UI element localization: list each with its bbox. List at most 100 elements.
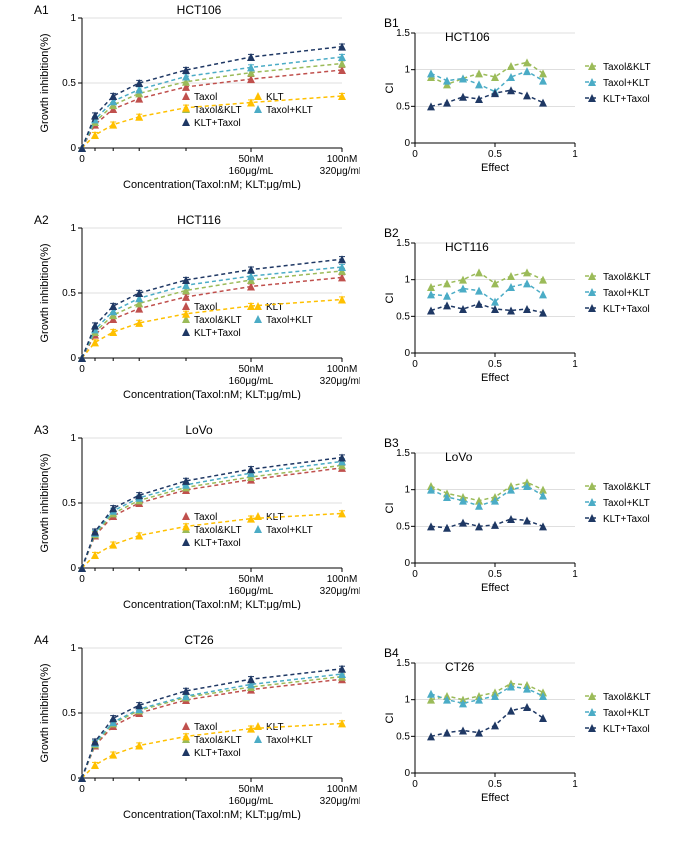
svg-text:KLT+Taxol: KLT+Taxol <box>194 328 241 339</box>
panel-a-A4: 00.51050nM160μg/mL100nM320μg/mLConcentra… <box>30 630 360 820</box>
svg-text:0.5: 0.5 <box>396 731 410 742</box>
svg-text:0: 0 <box>79 154 85 165</box>
svg-text:LoVo: LoVo <box>185 423 213 437</box>
svg-text:0: 0 <box>412 359 418 370</box>
svg-text:Effect: Effect <box>481 162 509 174</box>
svg-text:0: 0 <box>79 784 85 795</box>
svg-text:CI: CI <box>384 293 396 304</box>
panel-b-B4: 00.511.500.51EffectCICT26Taxol&KLTTaxol+… <box>380 645 660 805</box>
svg-text:HCT106: HCT106 <box>445 30 490 44</box>
svg-text:CT26: CT26 <box>184 633 214 647</box>
svg-text:100nM: 100nM <box>327 574 358 585</box>
svg-text:Taxol+KLT: Taxol+KLT <box>603 708 650 719</box>
svg-text:0: 0 <box>404 558 410 569</box>
svg-text:1: 1 <box>572 149 578 160</box>
svg-text:Growth inhibition(%): Growth inhibition(%) <box>39 453 51 552</box>
svg-text:Effect: Effect <box>481 372 509 384</box>
svg-text:1: 1 <box>572 359 578 370</box>
svg-text:Taxol: Taxol <box>194 722 217 733</box>
svg-text:Concentration(Taxol:nM; KLT:μg: Concentration(Taxol:nM; KLT:μg/mL) <box>123 809 301 820</box>
panel-a-A1: 00.51050nM160μg/mL100nM320μg/mLConcentra… <box>30 0 360 190</box>
svg-text:KLT+Taxol: KLT+Taxol <box>603 724 650 735</box>
svg-text:1: 1 <box>404 275 410 286</box>
svg-text:Taxol+KLT: Taxol+KLT <box>603 498 650 509</box>
svg-text:B2: B2 <box>384 226 399 240</box>
svg-text:0.5: 0.5 <box>62 708 76 719</box>
svg-text:KLT+Taxol: KLT+Taxol <box>603 94 650 105</box>
svg-text:160μg/mL: 160μg/mL <box>229 796 274 807</box>
svg-text:Taxol: Taxol <box>194 92 217 103</box>
svg-text:Taxol&KLT: Taxol&KLT <box>603 482 651 493</box>
svg-text:Taxol&KLT: Taxol&KLT <box>603 62 651 73</box>
svg-text:0.5: 0.5 <box>488 149 502 160</box>
svg-text:Effect: Effect <box>481 792 509 804</box>
svg-text:160μg/mL: 160μg/mL <box>229 376 274 387</box>
svg-text:Taxol: Taxol <box>194 512 217 523</box>
panel-b-B2: 00.511.500.51EffectCIHCT116Taxol&KLTTaxo… <box>380 225 660 385</box>
svg-text:Growth inhibition(%): Growth inhibition(%) <box>39 663 51 762</box>
svg-text:1: 1 <box>70 13 76 24</box>
panel-b-B1: 00.511.500.51EffectCIHCT106Taxol&KLTTaxo… <box>380 15 660 175</box>
svg-text:0: 0 <box>412 779 418 790</box>
svg-text:Taxol&KLT: Taxol&KLT <box>603 272 651 283</box>
svg-text:0.5: 0.5 <box>396 101 410 112</box>
svg-text:1: 1 <box>404 65 410 76</box>
svg-text:0: 0 <box>70 143 76 154</box>
svg-text:A4: A4 <box>34 633 49 647</box>
svg-text:Taxol&KLT: Taxol&KLT <box>194 525 242 536</box>
svg-text:320μg/mL: 320μg/mL <box>320 166 360 177</box>
svg-text:1: 1 <box>572 569 578 580</box>
svg-text:0: 0 <box>70 353 76 364</box>
svg-text:1: 1 <box>70 433 76 444</box>
svg-text:Taxol+KLT: Taxol+KLT <box>603 78 650 89</box>
svg-text:0: 0 <box>79 364 85 375</box>
svg-text:Concentration(Taxol:nM; KLT:μg: Concentration(Taxol:nM; KLT:μg/mL) <box>123 389 301 400</box>
svg-text:CT26: CT26 <box>445 660 475 674</box>
svg-text:0.5: 0.5 <box>488 779 502 790</box>
svg-text:0: 0 <box>70 773 76 784</box>
svg-text:0.5: 0.5 <box>488 359 502 370</box>
svg-text:KLT+Taxol: KLT+Taxol <box>603 514 650 525</box>
svg-text:Growth inhibition(%): Growth inhibition(%) <box>39 33 51 132</box>
svg-text:Effect: Effect <box>481 582 509 594</box>
svg-text:CI: CI <box>384 713 396 724</box>
svg-text:B1: B1 <box>384 16 399 30</box>
svg-text:Taxol+KLT: Taxol+KLT <box>603 288 650 299</box>
svg-text:B4: B4 <box>384 646 399 660</box>
svg-text:0: 0 <box>412 149 418 160</box>
svg-text:0: 0 <box>404 768 410 779</box>
svg-text:100nM: 100nM <box>327 154 358 165</box>
svg-text:0.5: 0.5 <box>62 288 76 299</box>
svg-text:KLT+Taxol: KLT+Taxol <box>194 748 241 759</box>
svg-text:CI: CI <box>384 83 396 94</box>
svg-text:0.5: 0.5 <box>62 498 76 509</box>
svg-text:0.5: 0.5 <box>62 78 76 89</box>
svg-text:0: 0 <box>404 138 410 149</box>
svg-text:HCT116: HCT116 <box>445 240 489 254</box>
svg-text:1: 1 <box>572 779 578 790</box>
svg-text:1: 1 <box>70 223 76 234</box>
svg-text:100nM: 100nM <box>327 364 358 375</box>
svg-text:KLT+Taxol: KLT+Taxol <box>194 538 241 549</box>
panel-a-A3: 00.51050nM160μg/mL100nM320μg/mLConcentra… <box>30 420 360 610</box>
svg-text:Taxol&KLT: Taxol&KLT <box>194 315 242 326</box>
svg-text:HCT116: HCT116 <box>177 213 221 227</box>
svg-text:1: 1 <box>70 643 76 654</box>
svg-text:A3: A3 <box>34 423 49 437</box>
svg-text:0: 0 <box>404 348 410 359</box>
svg-text:1: 1 <box>404 695 410 706</box>
svg-text:50nM: 50nM <box>238 784 263 795</box>
svg-text:50nM: 50nM <box>238 364 263 375</box>
svg-text:0: 0 <box>79 574 85 585</box>
svg-text:KLT+Taxol: KLT+Taxol <box>194 118 241 129</box>
svg-text:B3: B3 <box>384 436 399 450</box>
svg-text:A1: A1 <box>34 3 49 17</box>
svg-text:0.5: 0.5 <box>396 521 410 532</box>
svg-text:Taxol+KLT: Taxol+KLT <box>266 315 313 326</box>
svg-text:KLT+Taxol: KLT+Taxol <box>603 304 650 315</box>
svg-text:0.5: 0.5 <box>488 569 502 580</box>
svg-text:50nM: 50nM <box>238 574 263 585</box>
svg-text:Taxol&KLT: Taxol&KLT <box>603 692 651 703</box>
svg-text:Taxol+KLT: Taxol+KLT <box>266 525 313 536</box>
svg-text:Growth inhibition(%): Growth inhibition(%) <box>39 243 51 342</box>
